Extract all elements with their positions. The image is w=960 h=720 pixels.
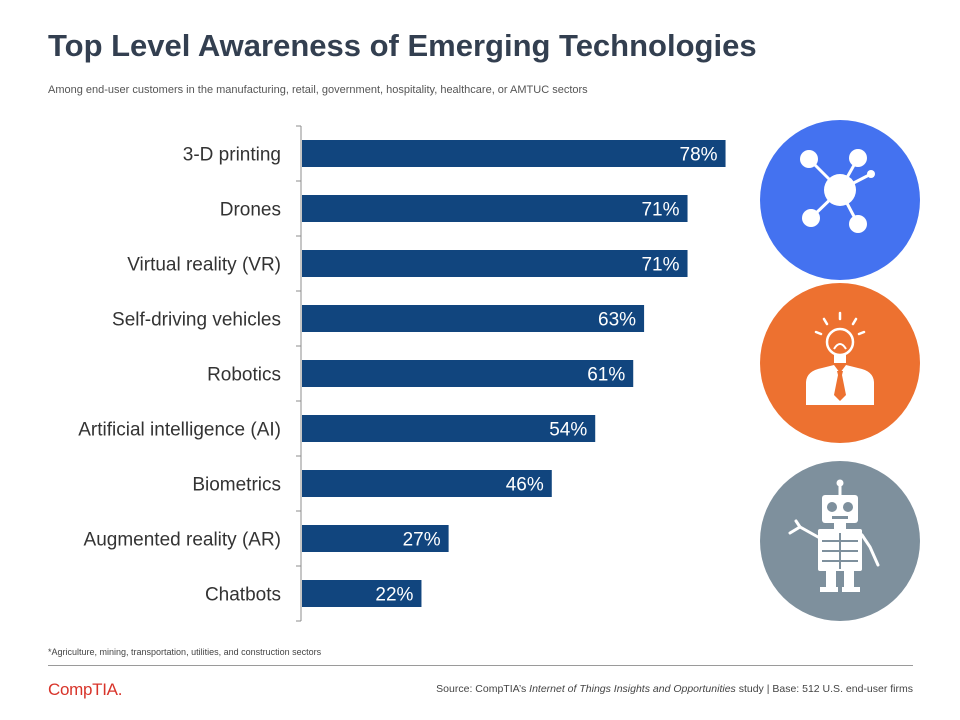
- bar: [302, 195, 688, 222]
- bar-value-label: 78%: [680, 145, 718, 166]
- bar: [302, 415, 596, 442]
- category-label: Artificial intelligence (AI): [78, 420, 281, 441]
- bar-value-label: 61%: [587, 365, 625, 386]
- bar-value-label: 71%: [641, 255, 679, 276]
- comptia-logo: CompTIA.: [48, 680, 123, 699]
- lightbulb-person-icon: [806, 311, 874, 405]
- category-label: Drones: [220, 200, 281, 221]
- bar: [302, 140, 726, 167]
- footnote: *Agriculture, mining, transportation, ut…: [48, 647, 322, 657]
- page-title: Top Level Awareness of Emerging Technolo…: [48, 28, 757, 63]
- source-study-title: Internet of Things Insights and Opportun…: [529, 683, 736, 695]
- bar: [302, 360, 634, 387]
- footer-divider: [48, 665, 913, 666]
- bar: [302, 305, 645, 332]
- bar-value-label: 46%: [506, 475, 544, 496]
- network-icon: [800, 149, 875, 233]
- category-label: Self-driving vehicles: [112, 310, 281, 331]
- bar: [302, 525, 449, 552]
- category-label: Biometrics: [192, 475, 281, 496]
- page-subtitle: Among end-user customers in the manufact…: [48, 84, 588, 96]
- category-label: Robotics: [207, 365, 281, 386]
- category-label: Virtual reality (VR): [127, 255, 281, 276]
- source-note: Source: CompTIA’s Internet of Things Ins…: [436, 683, 913, 695]
- bar-value-label: 27%: [403, 530, 441, 551]
- bar: [302, 580, 422, 607]
- source-prefix: Source: CompTIA’s: [436, 683, 530, 695]
- bar: [302, 250, 688, 277]
- network-icon-circle: [760, 120, 920, 280]
- bar-value-label: 71%: [641, 200, 679, 221]
- lightbulb-person-icon-circle: [760, 283, 920, 443]
- robot-icon-circle: [760, 461, 920, 621]
- category-label: Chatbots: [205, 585, 281, 606]
- category-label: 3-D printing: [183, 145, 281, 166]
- bar-value-label: 54%: [549, 420, 587, 441]
- bar-value-label: 22%: [375, 585, 413, 606]
- bar: [302, 470, 552, 497]
- bar-value-label: 63%: [598, 310, 636, 331]
- robot-icon: [788, 479, 880, 592]
- category-label: Augmented reality (AR): [84, 530, 281, 551]
- source-suffix: study | Base: 512 U.S. end-user firms: [735, 683, 913, 695]
